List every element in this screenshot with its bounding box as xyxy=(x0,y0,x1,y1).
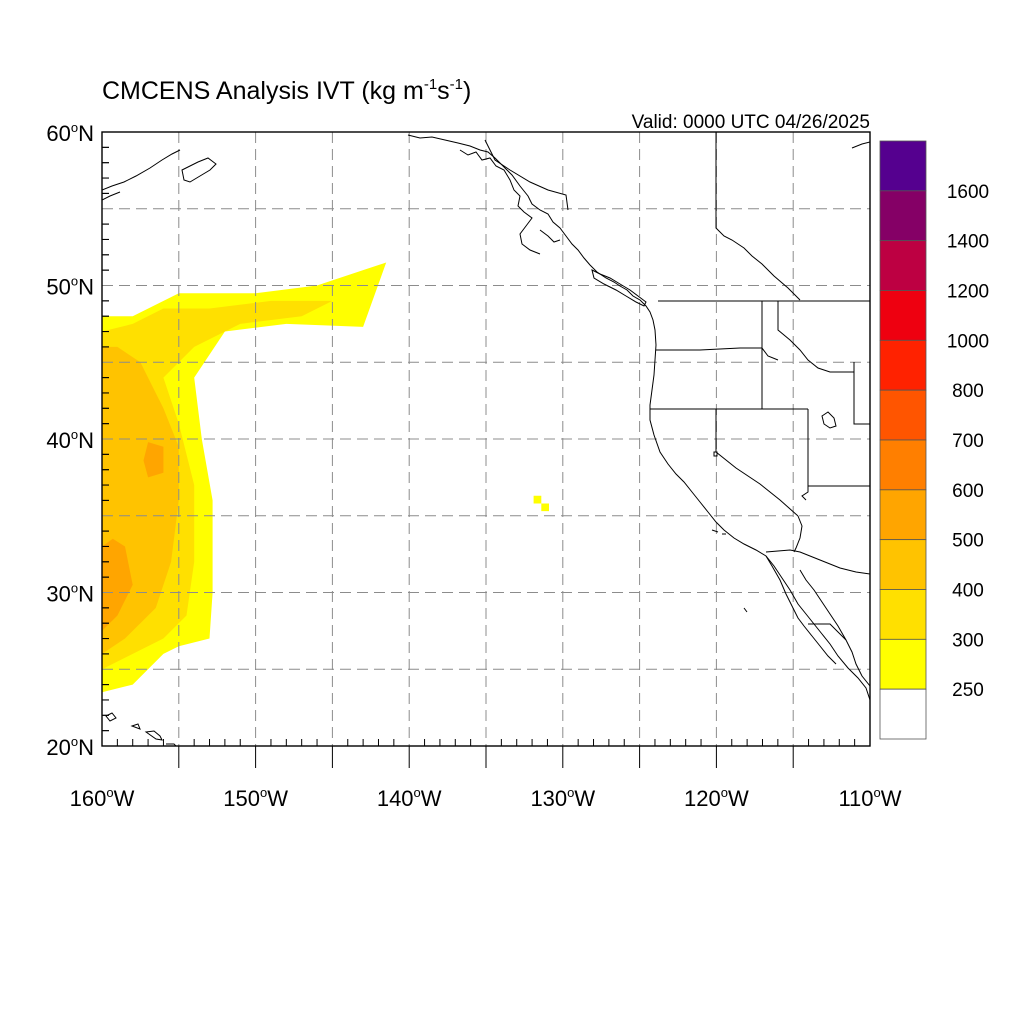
baja-coast xyxy=(765,555,837,665)
great-salt-lake xyxy=(821,411,837,429)
lon-label: 110oW xyxy=(838,785,901,811)
ivt-region-6 xyxy=(201,627,210,636)
gulf-of-california-coast xyxy=(799,569,870,687)
colorbar-label: 400 xyxy=(952,581,984,602)
alaska-peninsula xyxy=(102,149,181,201)
lat-label: 30oN xyxy=(46,581,94,607)
colorbar-swatch xyxy=(879,439,927,491)
colorbar-label: 1600 xyxy=(947,182,989,203)
colorbar-swatch xyxy=(879,290,927,341)
id-border xyxy=(761,301,854,409)
hawaii-islands xyxy=(105,712,177,746)
colorbar-label: 1200 xyxy=(947,282,989,303)
vancouver-island xyxy=(591,269,647,307)
colorbar-label: 700 xyxy=(952,431,984,452)
alaska-islands xyxy=(459,149,561,255)
ivt-region-3 xyxy=(102,538,133,631)
colorbar-label: 250 xyxy=(952,680,984,701)
colorbar-label: 1000 xyxy=(947,331,989,352)
lon-label: 160oW xyxy=(70,785,135,811)
ivt-region-5 xyxy=(533,495,549,512)
nv-ca-border xyxy=(715,409,799,517)
valid-time-label: Valid: 0000 UTC 04/26/2025 xyxy=(632,112,870,133)
colorbar-swatch xyxy=(879,539,927,590)
colorbar: 1600 1400 1200 1000 800 700 600 500 400 300 250 xyxy=(879,140,989,740)
alaska-bc-border xyxy=(484,139,569,211)
map-area xyxy=(102,132,870,746)
lon-label: 140oW xyxy=(377,785,442,811)
political-borders-layer xyxy=(484,132,870,641)
latitude-labels: 60oN 50oN 40oN 30oN 20oN xyxy=(46,120,94,760)
colorbar-label: 800 xyxy=(952,381,984,402)
lat-label: 60oN xyxy=(46,120,94,146)
axis-ticks xyxy=(102,146,856,768)
az-ca-border xyxy=(793,515,803,553)
colorbar-swatch xyxy=(879,688,927,740)
channel-islands xyxy=(711,529,748,613)
colorbar-swatch xyxy=(879,589,927,640)
ivt-shading-layer xyxy=(102,262,549,693)
nv-ut-border xyxy=(801,409,809,501)
colorbar-swatch xyxy=(879,140,927,192)
alaska-coast-top xyxy=(851,141,870,149)
lat-label: 50oN xyxy=(46,274,94,300)
colorbar-label: 600 xyxy=(952,481,984,502)
coastlines-layer xyxy=(102,134,870,746)
colorbar-swatch xyxy=(879,489,927,541)
us-mexico-border xyxy=(765,549,870,575)
longitude-labels: 160oW 150oW 140oW 130oW 120oW 110oW xyxy=(70,785,902,811)
lon-label: 120oW xyxy=(684,785,749,811)
colorbar-label: 300 xyxy=(952,630,984,651)
colorbar-swatch xyxy=(879,190,927,242)
mexico-state-border xyxy=(808,623,847,641)
wy-border xyxy=(853,362,870,425)
colorbar-swatch xyxy=(879,339,927,391)
colorbar-swatch xyxy=(879,240,927,291)
lon-label: 130oW xyxy=(530,785,595,811)
bc-alberta-border xyxy=(715,132,801,301)
colorbar-swatch xyxy=(879,389,927,441)
kodiak-island xyxy=(181,157,217,183)
colorbar-swatch xyxy=(879,638,927,690)
lat-label: 40oN xyxy=(46,427,94,453)
figure-title: CMCENS Analysis IVT (kg m-1s-1) xyxy=(102,76,471,105)
colorbar-label: 500 xyxy=(952,531,984,552)
ivt-region-4 xyxy=(143,442,164,478)
lat-label: 20oN xyxy=(46,734,94,760)
colorbar-label: 1400 xyxy=(947,232,989,253)
west-coast-coastline xyxy=(407,134,870,701)
wa-or-border xyxy=(656,347,779,361)
graticule xyxy=(102,132,870,746)
lon-label: 150oW xyxy=(223,785,288,811)
